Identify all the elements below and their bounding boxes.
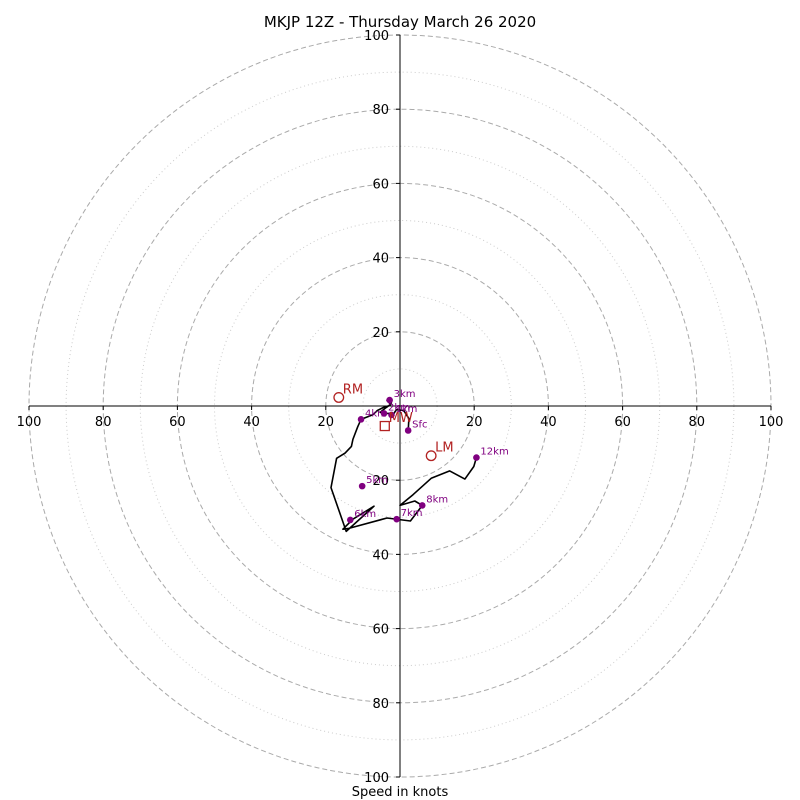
- y-tick-label: 20: [372, 474, 389, 489]
- height-marker-label: 12km: [480, 447, 508, 458]
- x-tick-label: 20: [318, 415, 335, 430]
- height-marker-point: [357, 416, 365, 423]
- storm-motion-label: MW: [389, 411, 413, 426]
- hodograph-trace: [330, 399, 478, 533]
- y-tick-label: 40: [372, 252, 389, 267]
- height-marker-point: [388, 411, 395, 419]
- height-marker-point: [473, 454, 480, 461]
- height-marker-label: 4km: [365, 408, 387, 419]
- y-tick-label: 100: [364, 29, 389, 44]
- height-marker-label: 3km: [394, 389, 416, 400]
- height-marker-point: [404, 427, 412, 434]
- height-marker-point: [346, 516, 354, 524]
- y-tick-label: 40: [372, 548, 389, 563]
- y-tick-label: 80: [372, 103, 389, 118]
- x-tick-label: 80: [95, 415, 112, 430]
- storm-motion-marker: [379, 420, 390, 432]
- y-tick-label: 80: [372, 697, 389, 712]
- storm-motion-label: RM: [343, 382, 363, 397]
- x-tick-label: 100: [759, 415, 784, 430]
- x-tick-label: 40: [243, 415, 260, 430]
- height-marker-label: 2km: [388, 402, 410, 413]
- height-marker-label: 8km: [426, 494, 448, 505]
- storm-motion-marker: [425, 450, 437, 462]
- y-tick-label: 100: [364, 771, 389, 786]
- storm-motion-marker: [333, 392, 345, 403]
- y-tick-label: 60: [372, 177, 389, 192]
- storm-motion-label: LM: [435, 441, 453, 456]
- x-axis-label: Speed in knots: [352, 785, 449, 800]
- hodograph-trace-group: [330, 399, 478, 533]
- height-marker-label: 6km: [354, 509, 376, 520]
- x-tick-label: 100: [17, 415, 42, 430]
- x-tick-label: 60: [614, 415, 631, 430]
- height-marker-point: [418, 502, 426, 509]
- x-tick-label: 40: [540, 415, 557, 430]
- height-marker-label: 7km: [401, 508, 423, 519]
- height-marker-label: 1km: [395, 404, 417, 415]
- x-tick-label: 60: [169, 415, 186, 430]
- x-tick-label: 20: [466, 415, 483, 430]
- y-tick-label: 60: [372, 623, 389, 638]
- chart-title: MKJP 12Z - Thursday March 26 2020: [264, 13, 536, 31]
- height-marker-point: [386, 396, 393, 404]
- height-marker-point: [393, 515, 400, 523]
- height-marker-point: [358, 482, 366, 490]
- y-tick-label: 20: [372, 326, 389, 341]
- height-marker-point: [380, 410, 388, 417]
- height-marker-label: 5km: [366, 475, 388, 486]
- storm-motion-markers: RM LM MW: [333, 382, 454, 462]
- height-marker-label: Sfc: [412, 419, 427, 430]
- x-tick-label: 80: [689, 415, 706, 430]
- axes: 100 80 60 40 20 20 40 60 80 100 100 80 60 40 20 20 40 60 8…: [17, 29, 784, 786]
